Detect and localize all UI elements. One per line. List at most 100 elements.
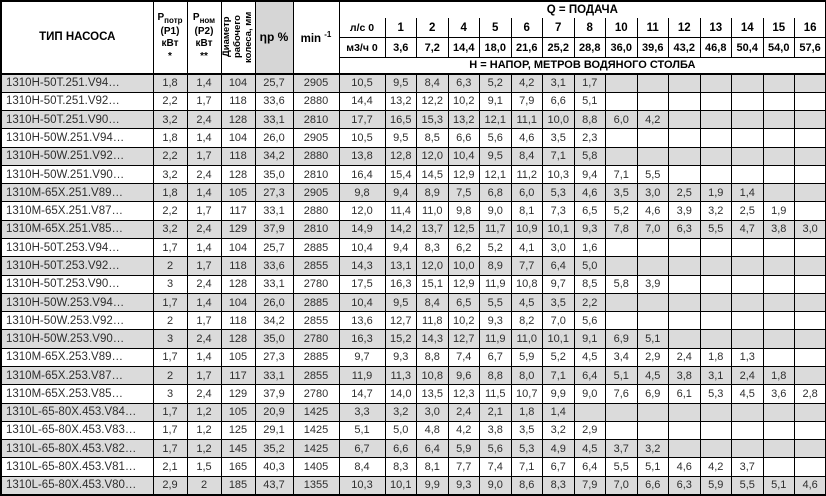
head-cell: [731, 329, 764, 349]
head-cell: [605, 72, 638, 93]
pump-type-cell: 1310L-65-80X.453.V84…: [0, 402, 154, 422]
head-cell: 12,0: [416, 146, 449, 166]
head-cell: 14,4: [338, 91, 386, 112]
head-cell: 3,9: [636, 274, 669, 294]
head-cell: 12,1: [479, 110, 512, 130]
table-row: 1310L-65-80X.453.V81… 2,1 1,5 165 40,3 1405 8,…: [0, 457, 826, 477]
flow-m3h-value: 57,6: [794, 37, 826, 58]
head-cell: 8,8: [416, 347, 449, 368]
flow-m3h-value: 43,2: [668, 37, 701, 58]
flow-m3h-value: 7,2: [416, 37, 449, 58]
head-cell: 3,9: [668, 201, 701, 221]
head-cell: 4,6: [668, 457, 701, 477]
head-cell: 9,4: [573, 164, 606, 185]
head-cell: 5,0: [384, 420, 417, 441]
head-cell: 9,5: [384, 128, 417, 148]
rpm-cell: 1425: [292, 439, 340, 459]
head-cell: 10,0: [542, 110, 575, 130]
p-input-unit: кВт: [161, 38, 179, 49]
head-cell: 9,6: [447, 365, 480, 386]
head-cell: [668, 311, 701, 331]
impeller-diameter-cell: 118: [220, 146, 256, 166]
table-row: 1310L-65-80X.453.V83… 1,7 1,2 125 29,1 1425 5,…: [0, 420, 826, 441]
head-cell: 10,3: [542, 164, 575, 185]
head-cell: [699, 311, 732, 331]
head-cell: 10,8: [510, 274, 543, 294]
head-cell: [668, 91, 701, 112]
head-cell: 5,1: [762, 475, 795, 496]
head-cell: 3,1: [542, 72, 575, 93]
head-cell: 7,4: [447, 347, 480, 368]
efficiency-cell: 35,2: [254, 439, 294, 459]
head-cell: 10,9: [510, 219, 543, 240]
head-cell: 9,5: [384, 72, 417, 93]
head-cell: 6,9: [605, 329, 638, 349]
head-cell: [699, 72, 732, 93]
head-cell: 12,8: [384, 146, 417, 166]
head-cell: 7,9: [510, 91, 543, 112]
pump-type-cell: 1310H-50T.251.V90…: [0, 110, 154, 130]
head-cell: 1,9: [762, 201, 795, 221]
head-cell: 6,8: [479, 183, 512, 203]
head-cell: 11,8: [416, 311, 449, 331]
head-cell: 2,3: [573, 128, 606, 148]
head-cell: 3,4: [605, 347, 638, 368]
p2-cell: 1,5: [186, 457, 222, 477]
head-cell: [699, 146, 732, 166]
head-cell: [605, 91, 638, 112]
head-cell: [794, 183, 826, 203]
p1-cell: 1,8: [152, 183, 188, 203]
impeller-diameter-cell: 117: [220, 201, 256, 221]
head-cell: 5,9: [510, 347, 543, 368]
head-title-row: Н = НАПОР, МЕТРОВ ВОДЯНОГО СТОЛБА: [1, 57, 826, 74]
efficiency-cell: 25,7: [254, 238, 294, 258]
impeller-diameter-cell: 129: [220, 219, 256, 240]
p2-cell: 1,2: [186, 420, 222, 441]
head-cell: 4,5: [573, 439, 606, 459]
head-cell: [668, 292, 701, 313]
p2-cell: 2,4: [186, 384, 222, 404]
p2-cell: 1,2: [186, 439, 222, 459]
head-cell: [668, 110, 701, 130]
head-cell: 7,1: [605, 164, 638, 185]
head-cell: 12,9: [447, 164, 480, 185]
head-cell: 7,1: [510, 457, 543, 477]
impeller-diameter-cell: 117: [220, 365, 256, 386]
efficiency-cell: 25,7: [254, 72, 294, 93]
flow-ls-value: 13: [699, 18, 732, 38]
flow-m3h-value: 18,0: [479, 37, 512, 58]
p2-cell: 1,4: [186, 238, 222, 258]
impeller-diameter-cell: 128: [220, 274, 256, 294]
head-cell: 12,2: [416, 91, 449, 112]
head-cell: [668, 128, 701, 148]
head-cell: 2,4: [668, 347, 701, 368]
head-cell: 4,5: [636, 365, 669, 386]
head-cell: [699, 110, 732, 130]
pump-type-cell: 1310M-65X.253.V89…: [0, 347, 154, 368]
head-cell: 6,3: [668, 475, 701, 496]
rpm-cell: 2905: [292, 183, 340, 203]
impeller-diameter-cell: 104: [220, 292, 256, 313]
head-cell: [794, 439, 826, 459]
impeller-diameter-cell: 118: [220, 256, 256, 276]
head-cell: 1,8: [699, 347, 732, 368]
head-cell: [699, 274, 732, 294]
rpm-cell: 1425: [292, 402, 340, 422]
table-row: 1310M-65X.251.V87… 2,2 1,7 117 33,1 2880 12,0 1…: [0, 201, 826, 221]
head-cell: [605, 256, 638, 276]
head-cell: [731, 292, 764, 313]
head-cell: [605, 146, 638, 166]
head-cell: [794, 110, 826, 130]
rpm-cell: 2810: [292, 110, 340, 130]
head-cell: [636, 402, 669, 422]
head-cell: 4,2: [636, 110, 669, 130]
head-cell: 4,5: [731, 384, 764, 404]
p1-cell: 1,8: [152, 72, 188, 93]
pump-type-cell: 1310H-50W.251.V94…: [0, 128, 154, 148]
pump-type-cell: 1310M-65X.253.V87…: [0, 365, 154, 386]
p2-cell: 2,4: [186, 219, 222, 240]
head-cell: 9,8: [338, 183, 386, 203]
efficiency-cell: 26,0: [254, 292, 294, 313]
table-row: 1310H-50W.253.V90… 3 2,4 128 35,0 2780 16,3 15,…: [0, 329, 826, 349]
head-cell: 3,5: [542, 292, 575, 313]
